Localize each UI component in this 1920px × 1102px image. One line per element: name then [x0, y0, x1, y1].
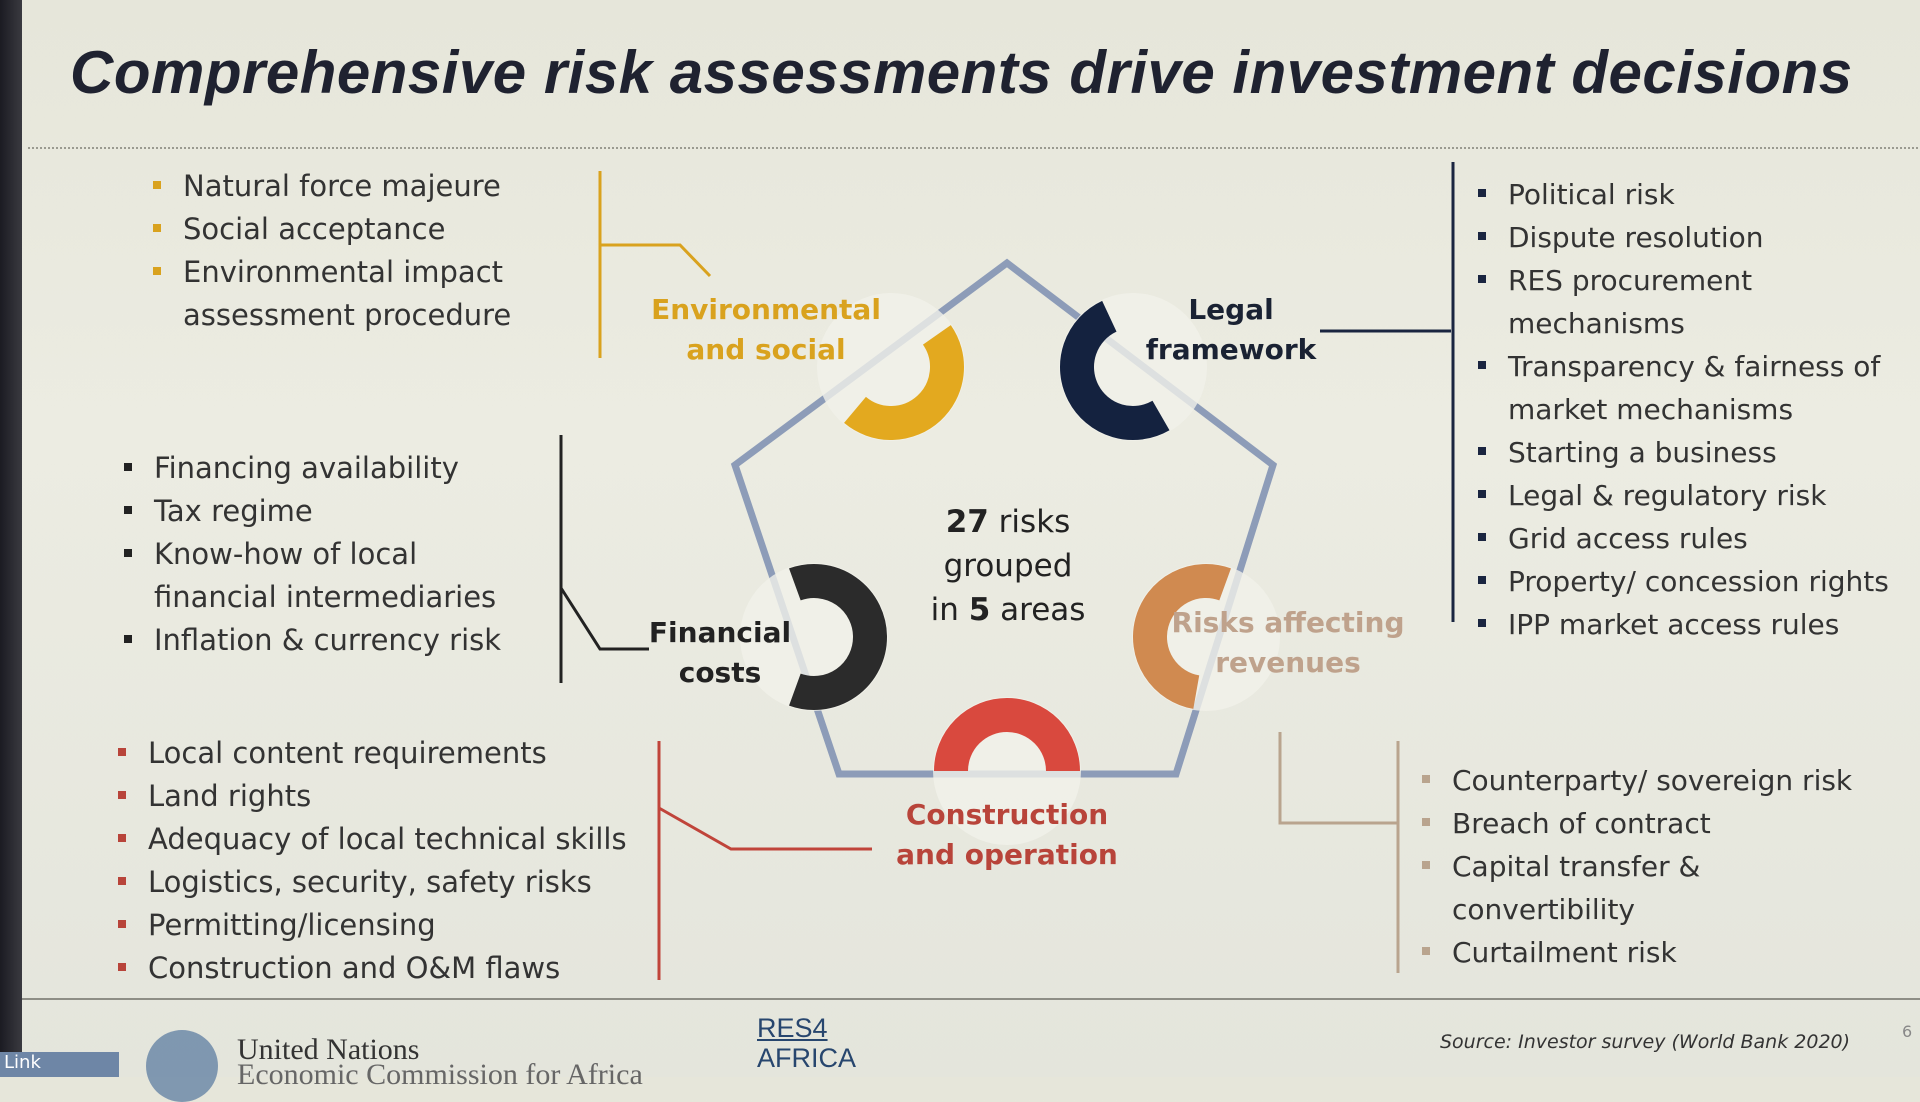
list-item: Construction and O&M flaws [118, 947, 627, 990]
list-item: IPP market access rules [1478, 603, 1889, 646]
revenue-risk-list: Counterparty/ sovereign risk Breach of c… [1422, 759, 1852, 974]
list-item: Grid access rules [1478, 517, 1889, 560]
list-item: Social acceptance [153, 208, 511, 251]
risk-diagram [559, 162, 1455, 980]
footer-divider [22, 998, 1920, 1000]
financial-connector [559, 435, 649, 683]
un-name: United Nations [237, 1033, 420, 1066]
environmental-label: Environmental and social [651, 293, 881, 366]
list-item: Transparency & fairness of [1478, 345, 1889, 388]
legal-risk-list: Political risk Dispute resolution RES pr… [1478, 173, 1889, 646]
list-item: Political risk [1478, 173, 1889, 216]
financial-arc [789, 564, 887, 710]
revenues-connector [1278, 732, 1400, 973]
un-subtitle: Economic Commission for Africa [237, 1058, 643, 1091]
list-item: financial intermediaries [154, 580, 497, 614]
list-item: Financing availability [124, 447, 501, 490]
legal-label: Legal framework [1145, 293, 1317, 366]
list-item: Land rights [118, 775, 627, 818]
list-item: Curtailment risk [1422, 931, 1852, 974]
list-item: Counterparty/ sovereign risk [1422, 759, 1852, 802]
slide-title: Comprehensive risk assessments drive inv… [70, 39, 1853, 106]
list-item: Environmental impact [153, 251, 511, 294]
list-item: Permitting/licensing [118, 904, 627, 947]
center-summary: 27 risks grouped in 5 areas [930, 504, 1086, 628]
revenues-arc [1133, 564, 1231, 709]
construction-arc [934, 698, 1080, 772]
list-item: Inflation & currency risk [124, 619, 501, 662]
list-item: Breach of contract [1422, 802, 1852, 845]
environmental-arc [844, 325, 964, 440]
revenues-label: Risks affecting revenues [1171, 606, 1405, 679]
list-item: Dispute resolution [1478, 216, 1889, 259]
list-item: mechanisms [1508, 307, 1685, 340]
list-item: Legal & regulatory risk [1478, 474, 1889, 517]
list-item: convertibility [1452, 893, 1635, 926]
construction-connector [657, 741, 872, 980]
list-item: market mechanisms [1508, 393, 1794, 426]
construction-risk-list: Local content requirements Land rights A… [118, 732, 627, 990]
list-item: Know-how of local [124, 533, 501, 576]
list-item: Tax regime [124, 490, 501, 533]
list-item: Capital transfer & [1422, 845, 1852, 888]
list-item: Property/ concession rights [1478, 560, 1889, 603]
list-item: Adequacy of local technical skills [118, 818, 627, 861]
environmental-connector [598, 171, 712, 358]
construction-label: Construction and operation [896, 798, 1118, 871]
legal-connector [1320, 162, 1455, 622]
financial-label: Financial costs [648, 616, 792, 689]
title-divider [28, 147, 1918, 149]
environmental-risk-list: Natural force majeure Social acceptance … [153, 165, 511, 337]
screen-bezel [0, 0, 22, 1077]
legal-arc [1060, 300, 1170, 440]
list-item: Starting a business [1478, 431, 1889, 474]
financial-risk-list: Financing availability Tax regime Know-h… [124, 447, 501, 662]
list-item: Local content requirements [118, 732, 627, 775]
res4africa-logo: RES4 AFRICA [757, 1013, 857, 1073]
list-item: assessment procedure [183, 298, 512, 332]
un-emblem-icon [146, 1030, 218, 1102]
taskbar-link-button[interactable]: Link [0, 1052, 119, 1077]
source-note: Source: Investor survey (World Bank 2020… [1440, 1031, 1851, 1053]
page-number: 6 [1902, 1022, 1913, 1041]
list-item: Natural force majeure [153, 165, 511, 208]
list-item: RES procurement [1478, 259, 1889, 302]
list-item: Logistics, security, safety risks [118, 861, 627, 904]
